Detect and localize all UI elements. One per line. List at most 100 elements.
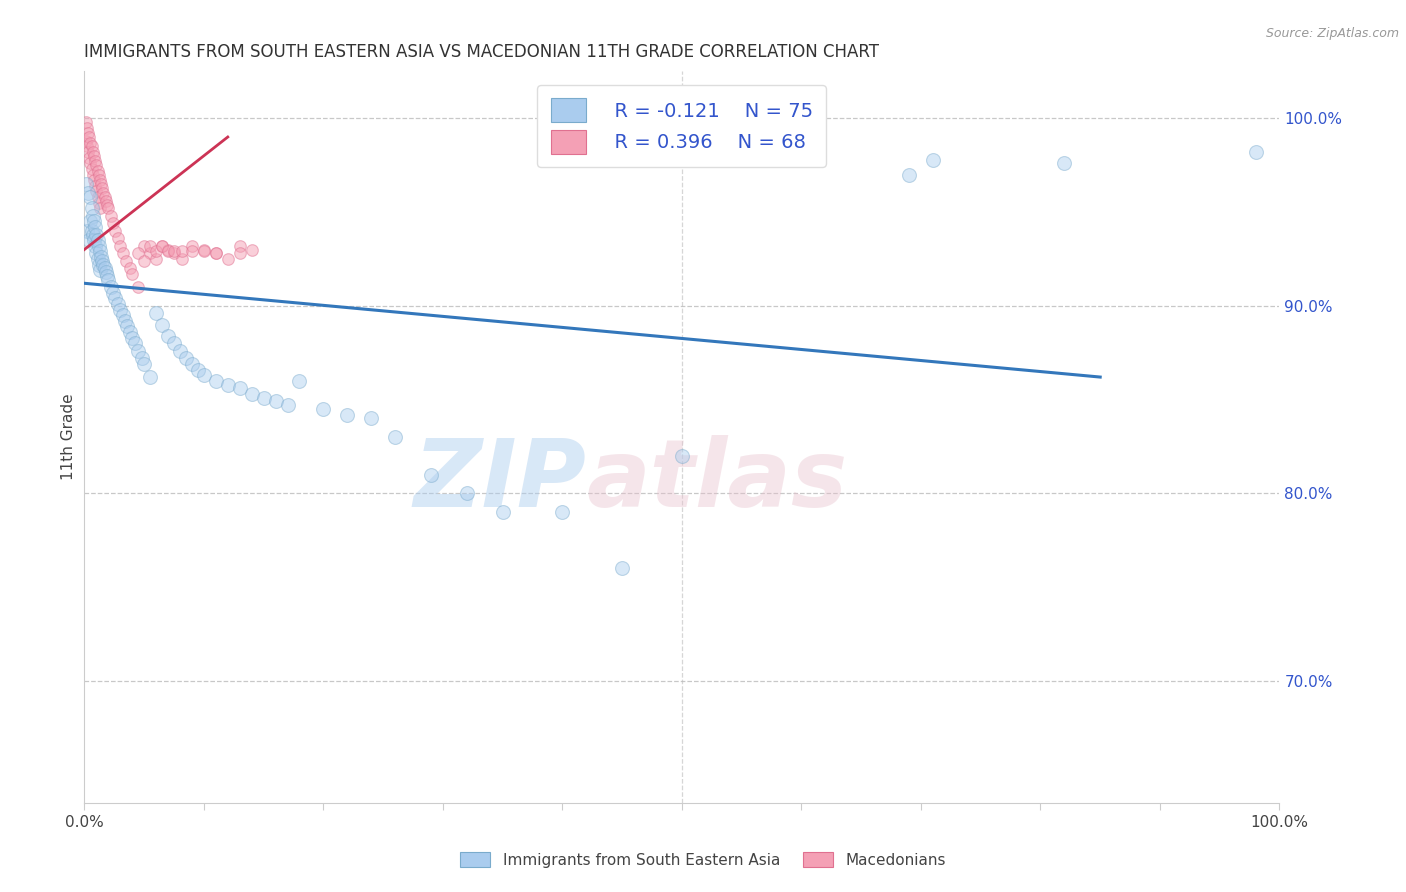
Point (121, 331, 143, 345)
Point (101, 285, 124, 300)
Point (145, 252, 167, 266)
Point (83, 214, 105, 228)
Point (114, 314, 136, 328)
Point (145, 244, 167, 259)
Point (336, 408, 359, 422)
Point (93, 261, 115, 276)
Point (150, 239, 173, 253)
Point (115, 253, 138, 268)
Point (217, 252, 239, 266)
Point (132, 239, 156, 253)
Point (90, 177, 112, 191)
Point (110, 302, 132, 317)
Point (100, 209, 122, 223)
Point (229, 239, 252, 253)
Point (77, 130, 100, 145)
Point (96, 268, 118, 283)
Point (551, 505, 574, 519)
Point (80, 224, 103, 238)
Point (84, 154, 107, 169)
Point (86, 158, 108, 172)
Point (492, 505, 515, 519)
Point (205, 374, 228, 388)
Point (360, 411, 382, 425)
Point (229, 246, 252, 260)
Point (240, 387, 263, 401)
Point (150, 318, 173, 332)
Text: IMMIGRANTS FROM SOUTH EASTERN ASIA VS MACEDONIAN 11TH GRADE CORRELATION CHART: IMMIGRANTS FROM SOUTH EASTERN ASIA VS MA… (84, 44, 879, 62)
Point (671, 449, 693, 463)
Point (139, 246, 162, 260)
Point (181, 244, 204, 259)
Point (96, 197, 118, 211)
Point (82, 209, 104, 223)
Point (87, 195, 110, 210)
Point (127, 280, 149, 294)
Point (97, 201, 120, 215)
Point (1053, 156, 1076, 170)
Point (75, 134, 97, 148)
Point (107, 297, 129, 311)
Point (76, 120, 98, 135)
Point (84, 220, 107, 235)
Point (97, 272, 120, 286)
Point (77, 126, 100, 140)
Point (80, 139, 103, 153)
Point (277, 398, 299, 412)
Point (82, 145, 104, 159)
Point (384, 430, 406, 444)
Point (86, 185, 108, 199)
Point (172, 244, 194, 259)
Point (163, 246, 186, 260)
Point (86, 233, 108, 247)
Point (205, 246, 228, 260)
Point (94, 194, 117, 208)
Point (84, 178, 107, 193)
Point (75, 177, 97, 191)
Point (157, 243, 180, 257)
Point (83, 149, 105, 163)
Point (117, 319, 139, 334)
Point (193, 244, 215, 259)
Legend:   R = -0.121    N = 75,   R = 0.396    N = 68: R = -0.121 N = 75, R = 0.396 N = 68 (537, 85, 827, 167)
Point (86, 227, 108, 242)
Point (193, 368, 215, 383)
Point (100, 280, 122, 294)
Point (922, 153, 945, 167)
Text: atlas: atlas (586, 435, 848, 527)
Point (87, 258, 110, 272)
Point (89, 201, 111, 215)
Point (80, 201, 103, 215)
Point (172, 252, 194, 266)
Point (93, 190, 115, 204)
Point (83, 173, 105, 187)
Point (163, 244, 186, 259)
Point (77, 151, 100, 165)
Point (84, 239, 107, 253)
Point (94, 265, 117, 279)
Point (104, 291, 127, 305)
Point (118, 325, 141, 339)
Point (174, 351, 197, 366)
Point (420, 467, 443, 482)
Point (101, 216, 124, 230)
Point (76, 224, 98, 238)
Point (86, 246, 108, 260)
Point (157, 328, 180, 343)
Point (110, 239, 132, 253)
Point (107, 231, 129, 245)
Point (253, 391, 276, 405)
Point (193, 243, 215, 257)
Text: Source: ZipAtlas.com: Source: ZipAtlas.com (1265, 27, 1399, 40)
Point (312, 401, 335, 416)
Point (240, 243, 263, 257)
Point (111, 308, 134, 322)
Point (93, 258, 115, 272)
Point (132, 357, 156, 371)
Point (80, 161, 103, 176)
Point (82, 168, 104, 182)
Point (150, 239, 173, 253)
Point (127, 343, 149, 358)
Point (77, 145, 100, 159)
Point (187, 362, 209, 376)
